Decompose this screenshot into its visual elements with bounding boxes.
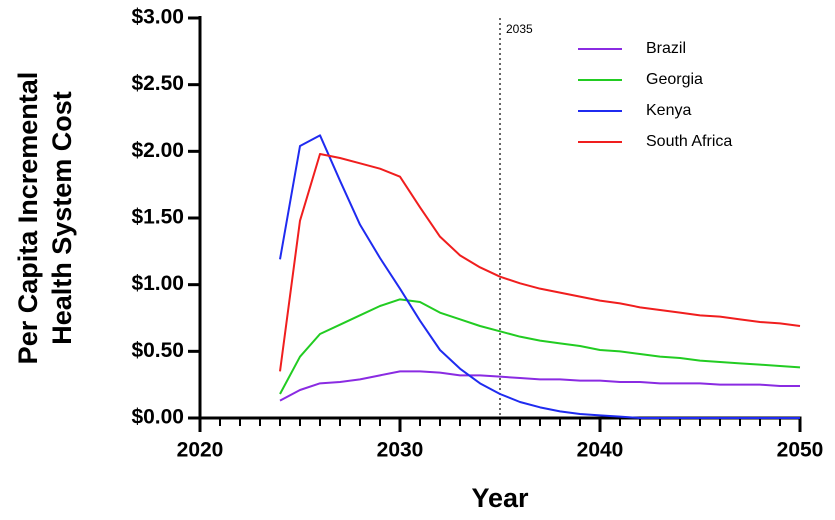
y-axis-title: Per Capita Incremental (13, 72, 43, 365)
y-tick-label: $1.50 (131, 206, 184, 229)
legend-label: Georgia (646, 71, 703, 88)
y-axis-title: Health System Cost (47, 91, 77, 345)
x-tick-label: 2030 (377, 439, 424, 462)
annotation: 2035 (506, 22, 533, 36)
x-tick-label: 2050 (777, 439, 824, 462)
legend-label: Brazil (646, 40, 686, 57)
y-tick-label: $0.00 (131, 406, 184, 429)
y-tick-label: $0.50 (131, 339, 184, 362)
y-tick-label: $1.00 (131, 272, 184, 295)
series-line (279, 298, 801, 395)
legend-label: South Africa (646, 133, 732, 150)
series-line (279, 153, 801, 372)
x-tick-label: 2040 (577, 439, 624, 462)
y-tick-label: $2.50 (131, 72, 184, 95)
series-line (279, 370, 800, 402)
series-line (279, 134, 800, 419)
x-axis-title: Year (471, 483, 529, 513)
y-tick-label: $2.00 (131, 139, 184, 162)
y-tick-label: $3.00 (131, 6, 184, 29)
x-tick-label: 2020 (177, 439, 224, 462)
legend-label: Kenya (646, 102, 691, 119)
